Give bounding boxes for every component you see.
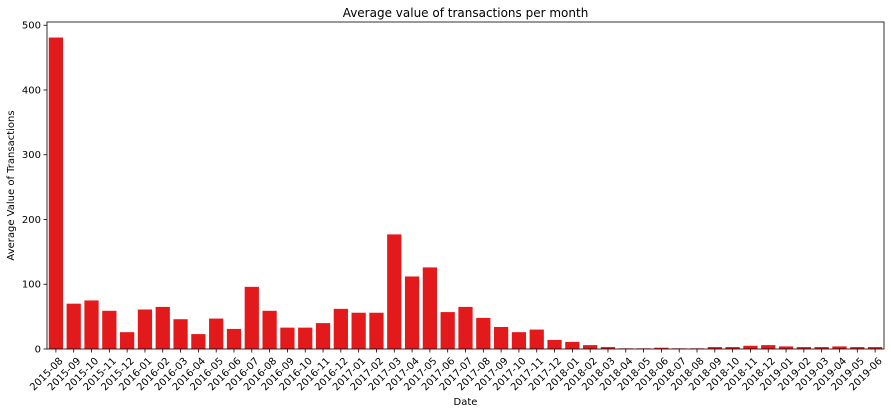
bar — [137, 309, 153, 349]
bar — [565, 341, 580, 349]
bar — [476, 317, 491, 349]
bar — [369, 312, 384, 349]
bar — [511, 332, 527, 349]
y-axis-ticks: 0 100 200 300 400 500 — [22, 21, 47, 356]
bar — [226, 328, 242, 349]
y-axis-label: Average Value of Transactions — [6, 110, 17, 260]
bar — [814, 347, 829, 349]
bar — [280, 327, 295, 349]
bar — [315, 323, 331, 349]
y-tick-label: 100 — [22, 280, 41, 291]
bar — [867, 347, 883, 349]
y-tick-label: 400 — [22, 85, 41, 96]
bar — [743, 345, 758, 349]
y-tick-label: 200 — [22, 215, 41, 226]
bar — [796, 347, 811, 349]
bar — [529, 329, 544, 349]
bar — [778, 346, 794, 349]
bar — [422, 267, 438, 349]
bar — [458, 306, 473, 349]
plot-frame — [46, 21, 885, 350]
bar — [547, 339, 562, 349]
bar — [707, 347, 722, 349]
bar — [298, 327, 313, 349]
bar — [404, 276, 420, 349]
bar — [725, 347, 740, 349]
bar — [850, 347, 865, 349]
chart-title: Average value of transactions per month — [343, 6, 589, 20]
bar — [333, 308, 348, 349]
bar — [583, 345, 598, 349]
y-tick-label: 300 — [22, 150, 41, 161]
x-axis-label: Date — [454, 397, 478, 408]
bar — [244, 286, 259, 349]
bar — [209, 318, 224, 349]
bar — [48, 37, 64, 350]
bar — [387, 234, 402, 349]
bar — [351, 312, 366, 349]
bar — [84, 300, 99, 349]
y-tick-label: 0 — [35, 345, 41, 356]
bar — [493, 326, 509, 349]
bar — [173, 319, 188, 349]
bar — [155, 306, 170, 349]
bar — [600, 347, 616, 349]
bar — [262, 310, 277, 349]
bar — [761, 345, 776, 349]
bar — [102, 310, 117, 349]
bar — [654, 347, 669, 349]
bar — [832, 346, 847, 349]
x-axis-ticks: 2015-082015-092015-102015-112015-122016-… — [28, 349, 885, 393]
bar — [440, 312, 455, 349]
bar — [66, 303, 81, 349]
y-tick-label: 500 — [22, 21, 41, 32]
bar — [120, 332, 135, 349]
bars — [48, 37, 883, 350]
bar — [191, 334, 206, 349]
